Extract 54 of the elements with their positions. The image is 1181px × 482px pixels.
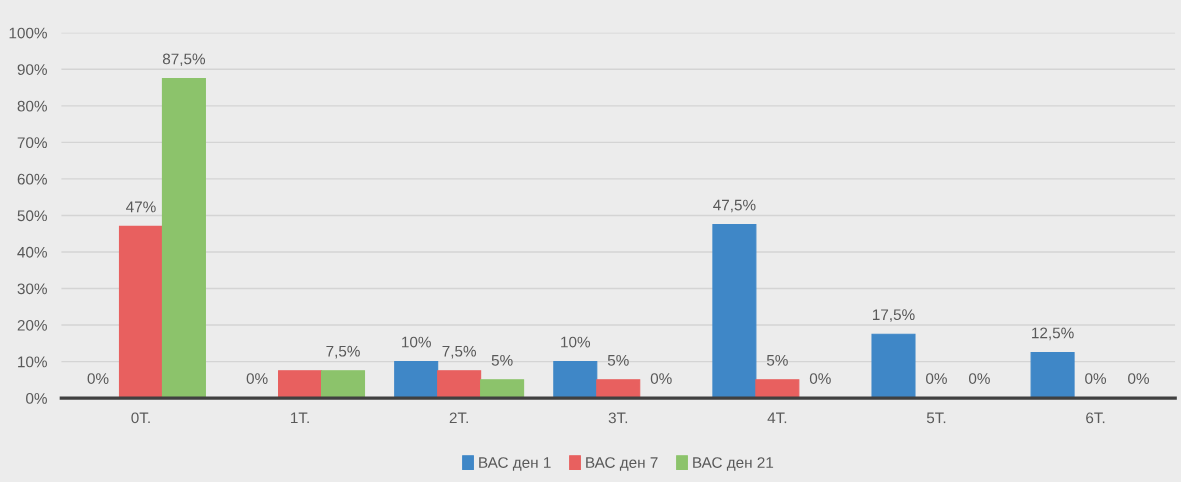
y-tick-label: 100%	[9, 27, 47, 39]
bar	[712, 224, 757, 399]
data-label: 5%	[607, 354, 629, 366]
bar	[437, 370, 482, 399]
data-label: 12,5%	[1032, 327, 1074, 341]
x-tick-label: 4Т.	[767, 412, 787, 424]
data-label: 87,5%	[162, 53, 206, 67]
x-tick-label: 3Т.	[608, 412, 628, 424]
y-tick-label: 60%	[17, 173, 47, 185]
data-label: 10%	[402, 336, 431, 348]
data-label: 0%	[809, 373, 831, 384]
data-label: 10%	[561, 336, 591, 348]
data-label: 5%	[491, 354, 513, 366]
bar	[161, 77, 206, 399]
data-label: 0%	[926, 373, 947, 384]
legend-label: ВАС ден 21	[693, 457, 774, 471]
bar	[320, 370, 366, 399]
bar	[1030, 351, 1075, 399]
y-tick-label: 30%	[17, 283, 47, 295]
x-tick-label: 6Т.	[1086, 412, 1105, 424]
bar	[118, 225, 163, 399]
data-label: 0%	[1128, 373, 1149, 384]
data-label: 0%	[246, 373, 268, 384]
legend-label: ВАС ден 1	[479, 457, 551, 471]
x-tick-label: 2Т.	[449, 412, 468, 424]
bar	[480, 379, 525, 399]
bar	[871, 333, 916, 399]
x-tick-label: 5Т.	[926, 412, 946, 424]
y-tick-label: 70%	[17, 137, 47, 149]
legend-label: ВАС ден 7	[586, 457, 658, 471]
data-label: 0%	[968, 373, 990, 384]
bar	[394, 361, 439, 399]
data-label: 17,5%	[873, 309, 915, 322]
x-tick-label: 0Т.	[131, 412, 150, 424]
data-label: 0%	[1085, 373, 1107, 384]
bar	[596, 379, 641, 399]
bar	[755, 379, 800, 399]
y-tick-label: 0%	[26, 393, 47, 404]
data-label: 0%	[650, 373, 672, 384]
y-tick-label: 40%	[17, 246, 47, 258]
bar	[278, 370, 323, 399]
data-label: 47,5%	[713, 199, 756, 213]
data-label: 5%	[766, 354, 788, 366]
y-tick-label: 90%	[17, 64, 47, 75]
x-tick-label: 1Т.	[291, 412, 309, 424]
data-label: 7,5%	[442, 345, 477, 359]
data-label: 0%	[87, 373, 109, 384]
data-label: 47%	[126, 201, 156, 213]
y-tick-label: 80%	[17, 100, 47, 112]
y-tick-label: 10%	[18, 356, 47, 368]
data-label: 7,5%	[326, 345, 360, 359]
y-tick-label: 50%	[17, 210, 47, 222]
bar	[553, 361, 598, 399]
y-tick-label: 20%	[17, 319, 47, 331]
